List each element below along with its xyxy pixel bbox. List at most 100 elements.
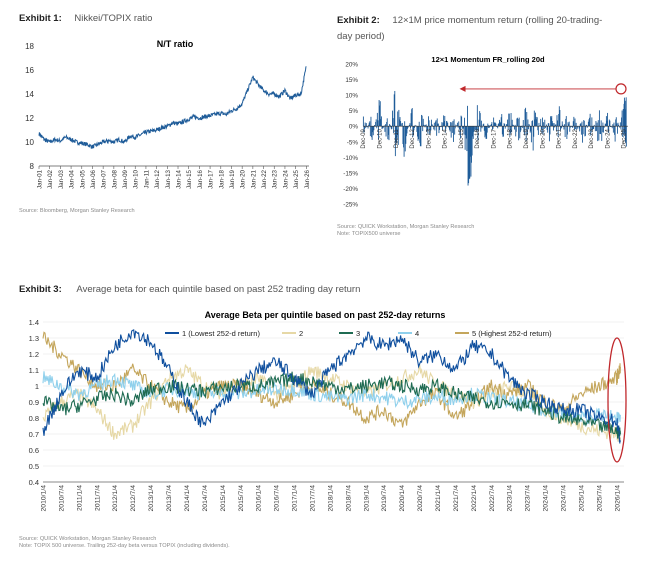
momentum-bar [475,126,477,132]
beta-x-tick: 2026/1/4 [614,485,621,512]
momentum-bar [591,117,593,127]
momentum-bar [619,126,621,128]
momentum-bar [364,122,366,127]
momentum-bar [435,121,436,127]
momentum-bar [579,124,581,127]
momentum-bar [572,126,574,128]
momentum-bar [443,115,445,127]
momentum-bar [575,126,577,130]
momentum-bar [586,125,588,127]
momentum-bar [394,90,396,127]
momentum-bar [434,126,436,131]
momentum-bar [385,126,387,137]
exhibit-1-title: Nikkei/TOPIX ratio [74,13,153,24]
momentum-bar [605,116,607,127]
momentum-bar [403,126,405,157]
momentum-bar [470,126,472,177]
exhibit-3-source-line2: Note: TOPIX 500 universe. Trailing 252-d… [19,543,230,549]
momentum-bar [533,126,535,137]
momentum-bar [597,120,599,127]
momentum-bar [519,126,521,133]
momentum-bar [496,126,497,127]
momentum-bar [604,123,606,127]
momentum-bar [553,126,554,131]
momentum-bar [439,126,441,130]
exhibit-3-label: Exhibit 3: [19,284,62,295]
momentum-bar [363,126,365,133]
momentum-bar [490,125,492,127]
momentum-bar [447,122,449,127]
momentum-bar [590,126,592,133]
momentum-bar [437,123,439,127]
momentum-bar [569,126,571,128]
momentum-bar [419,126,421,143]
nt-x-tick: Jan-16 [197,169,204,188]
momentum-bar [467,126,469,186]
momentum-bar [548,123,550,127]
momentum-bar [472,126,474,139]
momentum-y-tick: 0% [349,124,359,131]
nt-y-tick: 14 [25,90,34,99]
momentum-bar [493,122,495,127]
momentum-bar [603,126,605,128]
momentum-bar [593,126,595,130]
momentum-bar [583,120,585,127]
momentum-x-tick: Dec-15 [459,129,465,149]
momentum-bar [450,126,452,138]
momentum-bar [428,120,430,127]
momentum-bar [412,126,414,136]
momentum-bar [413,126,415,131]
momentum-bar [596,126,597,132]
beta-y-tick: 0.4 [29,478,39,487]
momentum-bar [550,116,552,127]
momentum-bar [480,126,482,132]
momentum-bar [551,115,553,127]
momentum-bar [430,119,432,127]
momentum-bar [587,121,589,127]
momentum-bar [501,114,503,127]
momentum-bar [505,124,507,127]
momentum-bar [369,126,371,137]
momentum-bar [577,126,579,127]
momentum-bar [549,126,551,135]
momentum-bar [362,116,364,127]
momentum-bar [386,118,388,127]
nt-x-tick: Jan-20 [240,169,247,188]
momentum-bar [559,110,561,127]
momentum-bar [576,126,578,130]
momentum-bar [442,122,444,127]
momentum-bar [538,122,540,127]
beta-x-tick: 2017/7/4 [309,485,316,512]
momentum-bar [468,126,470,184]
momentum-bar [490,123,492,127]
momentum-bar [487,123,489,127]
beta-x-tick: 2014/7/4 [202,485,209,512]
momentum-bar [377,120,379,127]
beta-legend-label-3: 3 [356,329,360,338]
momentum-bar [375,119,377,127]
momentum-bar [568,121,570,127]
momentum-bar [364,126,366,130]
momentum-bar [550,117,552,127]
momentum-bar [529,126,531,133]
beta-x-tick: 2023/7/4 [525,485,532,512]
beta-y-tick: 0.5 [29,462,39,471]
momentum-bar [507,119,509,127]
momentum-bar [612,126,614,133]
momentum-bar [572,121,574,127]
beta-x-tick: 2025/7/4 [596,485,603,512]
momentum-bar [393,126,395,134]
momentum-bar [365,126,367,129]
nt-x-tick: Jan-02 [47,169,54,188]
momentum-arrow-head [459,85,466,92]
nt-y-tick: 16 [25,66,34,75]
nt-x-tick: Jan-13 [165,169,172,188]
momentum-bar [436,118,438,127]
momentum-bar [557,126,559,137]
momentum-bar [371,126,373,140]
momentum-bar [523,126,525,136]
momentum-bar [617,122,619,127]
momentum-bar [510,126,511,134]
nt-x-tick: Jan-03 [58,169,65,188]
momentum-bar [595,121,597,127]
